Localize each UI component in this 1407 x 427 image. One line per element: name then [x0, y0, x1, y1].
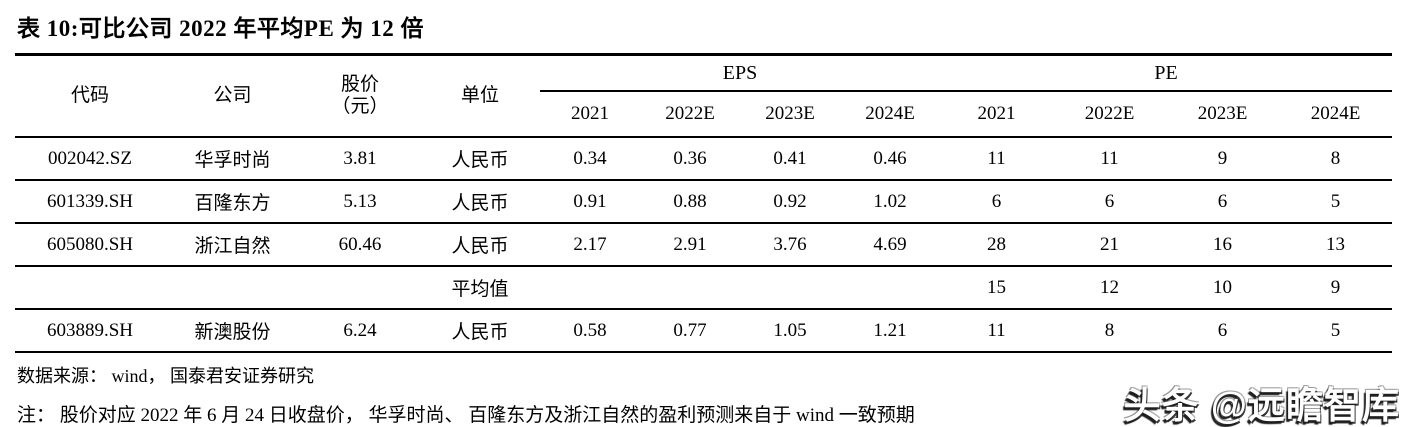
eps-year-2024e: 2024E [840, 91, 941, 138]
cell-pe-2021: 28 [940, 223, 1054, 267]
cell-code: 002042.SZ [15, 137, 165, 181]
cell-company: 华孚时尚 [165, 137, 300, 181]
cell-pe-2024e: 8 [1279, 137, 1393, 181]
table-title: 表 10:可比公司 2022 年平均PE 为 12 倍 [15, 0, 1392, 56]
table-row-zhejiang: 605080.SH 浙江自然 60.46 人民币 2.17 2.91 3.76 … [15, 223, 1393, 267]
cell-unit: 人民币 [420, 223, 540, 267]
eps-group-header: EPS [540, 56, 941, 92]
cell-pe-2024e: 13 [1279, 223, 1393, 267]
cell-empty [740, 266, 840, 310]
cell-average-label: 平均值 [420, 266, 540, 310]
cell-eps-2022e: 0.77 [640, 309, 740, 353]
eps-year-2023e: 2023E [740, 91, 840, 138]
pe-year-2021: 2021 [940, 91, 1054, 138]
cell-eps-2023e: 0.41 [740, 137, 840, 181]
col-header-unit: 单位 [420, 56, 540, 138]
cell-avg-pe-2021: 15 [940, 266, 1054, 310]
report-page: 表 10:可比公司 2022 年平均PE 为 12 倍 代码 公司 股价 （元）… [15, 0, 1399, 427]
cell-empty [840, 266, 941, 310]
cell-pe-2023e: 6 [1166, 180, 1280, 224]
comparable-companies-table: 代码 公司 股价 （元） 单位 EPS PE 2021 2022E 2023E … [15, 56, 1393, 353]
cell-eps-2024e: 0.46 [840, 137, 941, 181]
watermark: 头条 @远瞻智库 [1123, 385, 1400, 426]
col-header-price: 股价 （元） [300, 56, 420, 138]
year-header-row: 2021 2022E 2023E 2024E 2021 2022E 2023E … [15, 91, 1393, 138]
cell-empty [165, 266, 300, 310]
cell-pe-2022e: 8 [1053, 309, 1167, 353]
price-header-line2: （元） [331, 96, 389, 117]
col-header-code: 代码 [15, 56, 165, 138]
cell-pe-2021: 11 [940, 137, 1054, 181]
cell-code: 601339.SH [15, 180, 165, 224]
cell-pe-2024e: 5 [1279, 309, 1393, 353]
footnote: 注： 股价对应 2022 年 6 月 24 日收盘价， 华孚时尚、 百隆东方及浙… [17, 405, 915, 426]
cell-price: 6.24 [300, 309, 420, 353]
pe-year-2024e: 2024E [1279, 91, 1393, 138]
data-source-note: 数据来源： wind， 国泰君安证券研究 [17, 366, 314, 386]
cell-pe-2021: 6 [940, 180, 1054, 224]
cell-empty [640, 266, 740, 310]
cell-code: 605080.SH [15, 223, 165, 267]
cell-avg-pe-2024e: 9 [1279, 266, 1393, 310]
cell-company: 百隆东方 [165, 180, 300, 224]
eps-year-2022e: 2022E [640, 91, 740, 138]
group-header-row: 代码 公司 股价 （元） 单位 EPS PE [15, 56, 1393, 138]
eps-pe-underline-gap [933, 102, 947, 108]
cell-unit: 人民币 [420, 309, 540, 353]
cell-price: 3.81 [300, 137, 420, 181]
cell-eps-2022e: 0.36 [640, 137, 740, 181]
cell-code: 603889.SH [15, 309, 165, 353]
pe-group-header: PE [940, 56, 1393, 92]
cell-company: 浙江自然 [165, 223, 300, 267]
cell-eps-2022e: 0.88 [640, 180, 740, 224]
pe-year-2022e: 2022E [1053, 91, 1167, 138]
cell-eps-2022e: 2.91 [640, 223, 740, 267]
cell-pe-2022e: 6 [1053, 180, 1167, 224]
table-row-bailong: 601339.SH 百隆东方 5.13 人民币 0.91 0.88 0.92 1… [15, 180, 1393, 224]
table-row-xinao: 603889.SH 新澳股份 6.24 人民币 0.58 0.77 1.05 1… [15, 309, 1393, 353]
cell-eps-2021: 0.58 [540, 309, 640, 353]
table-row-average: 平均值 15 12 10 9 [15, 266, 1393, 310]
eps-year-2021: 2021 [540, 91, 640, 138]
cell-price: 60.46 [300, 223, 420, 267]
cell-pe-2024e: 5 [1279, 180, 1393, 224]
cell-pe-2022e: 21 [1053, 223, 1167, 267]
cell-empty [300, 266, 420, 310]
cell-empty [540, 266, 640, 310]
cell-eps-2021: 2.17 [540, 223, 640, 267]
cell-pe-2023e: 6 [1166, 309, 1280, 353]
cell-pe-2021: 11 [940, 309, 1054, 353]
table-wrapper: 代码 公司 股价 （元） 单位 EPS PE 2021 2022E 2023E … [15, 56, 1393, 353]
cell-avg-pe-2022e: 12 [1053, 266, 1167, 310]
cell-eps-2021: 0.91 [540, 180, 640, 224]
cell-unit: 人民币 [420, 180, 540, 224]
cell-pe-2023e: 9 [1166, 137, 1280, 181]
cell-empty [15, 266, 165, 310]
cell-pe-2022e: 11 [1053, 137, 1167, 181]
cell-price: 5.13 [300, 180, 420, 224]
cell-eps-2023e: 1.05 [740, 309, 840, 353]
cell-eps-2024e: 1.21 [840, 309, 941, 353]
cell-company: 新澳股份 [165, 309, 300, 353]
cell-eps-2024e: 4.69 [840, 223, 941, 267]
cell-eps-2023e: 3.76 [740, 223, 840, 267]
cell-avg-pe-2023e: 10 [1166, 266, 1280, 310]
cell-pe-2023e: 16 [1166, 223, 1280, 267]
cell-unit: 人民币 [420, 137, 540, 181]
table-row-huafu: 002042.SZ 华孚时尚 3.81 人民币 0.34 0.36 0.41 0… [15, 137, 1393, 181]
cell-eps-2021: 0.34 [540, 137, 640, 181]
cell-eps-2024e: 1.02 [840, 180, 941, 224]
price-header-line1: 股价 [340, 74, 379, 96]
col-header-company: 公司 [165, 56, 300, 138]
cell-eps-2023e: 0.92 [740, 180, 840, 224]
pe-year-2023e: 2023E [1166, 91, 1280, 138]
